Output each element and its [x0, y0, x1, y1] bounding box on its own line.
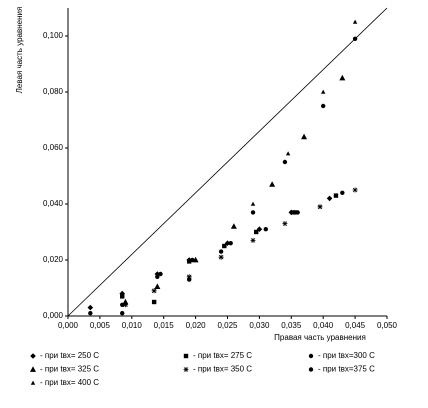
point: [87, 304, 94, 311]
point: [218, 249, 224, 254]
point: [321, 103, 326, 109]
x-tick-label: 0,020: [186, 321, 207, 330]
y-tick-label: 0,080: [43, 87, 64, 96]
point: [340, 190, 345, 195]
point: [254, 229, 259, 235]
point: [295, 210, 300, 215]
point: [326, 195, 333, 202]
point: [333, 193, 339, 198]
y-tick-label: 0,020: [43, 255, 64, 264]
point: [250, 237, 256, 243]
point: [321, 89, 326, 94]
point: [263, 227, 268, 232]
legend-label: - при tвх= 400 С: [40, 378, 99, 387]
point: [158, 271, 163, 277]
y-tick-label: 0,060: [43, 143, 64, 152]
legend-marker: [30, 366, 36, 372]
reference-line: [67, 7, 388, 317]
point: [154, 283, 161, 289]
point: [317, 204, 323, 210]
legend-label: - при tвх= 250 С: [40, 351, 99, 360]
point: [285, 151, 291, 156]
point: [155, 274, 160, 279]
point: [301, 133, 308, 140]
point: [120, 311, 125, 316]
y-tick-label: 0,100: [43, 31, 64, 40]
legend-marker: [30, 380, 36, 385]
legend-label: - при tвх= 350 С: [193, 365, 252, 374]
x-tick-label: 0,005: [90, 321, 111, 330]
legend-label: - при tвх=375 С: [318, 365, 375, 374]
point: [151, 288, 157, 294]
point: [187, 277, 192, 282]
point: [122, 302, 128, 308]
x-tick-label: 0,035: [281, 321, 302, 330]
legend-marker: [183, 353, 189, 359]
legend-marker: [308, 353, 314, 359]
x-tick-label: 0,010: [122, 321, 143, 330]
point: [250, 201, 256, 206]
point: [352, 187, 358, 193]
x-tick-label: 0,030: [249, 321, 270, 330]
x-tick-label: 0,040: [313, 321, 334, 330]
x-tick-label: 0,000: [58, 321, 79, 330]
point: [230, 223, 237, 229]
point: [222, 243, 227, 249]
point: [186, 274, 192, 280]
legend-label: - при tвх= 275 С: [193, 351, 252, 360]
point: [190, 257, 195, 263]
legend-label: - при tвх= 325 С: [40, 365, 99, 374]
point: [292, 210, 297, 215]
point: [339, 74, 346, 81]
x-tick-label: 0,045: [345, 321, 366, 330]
point: [151, 299, 157, 305]
point: [282, 159, 288, 165]
legend-marker: [30, 353, 36, 359]
x-tick-label: 0,025: [217, 321, 238, 330]
point: [228, 241, 233, 246]
point: [288, 209, 295, 216]
point: [269, 181, 276, 187]
legend-marker: [308, 367, 314, 372]
point: [218, 254, 224, 260]
point: [256, 226, 263, 232]
point: [352, 19, 358, 24]
y-tick-label: 0,040: [43, 199, 64, 208]
point: [282, 221, 288, 227]
point: [120, 294, 125, 299]
legend-marker: [183, 367, 189, 372]
point: [352, 36, 358, 41]
y-axis-label: Левая часть уравнения: [15, 7, 24, 94]
point: [250, 210, 256, 215]
legend-label: - при tвх=300 С: [318, 351, 375, 360]
point: [187, 259, 192, 264]
x-tick-label: 0,050: [377, 321, 398, 330]
x-tick-label: 0,015: [154, 321, 175, 330]
y-tick-label: 0,000: [43, 311, 64, 320]
point: [88, 311, 93, 316]
x-axis-label: Правая часть уравнения: [274, 333, 366, 342]
